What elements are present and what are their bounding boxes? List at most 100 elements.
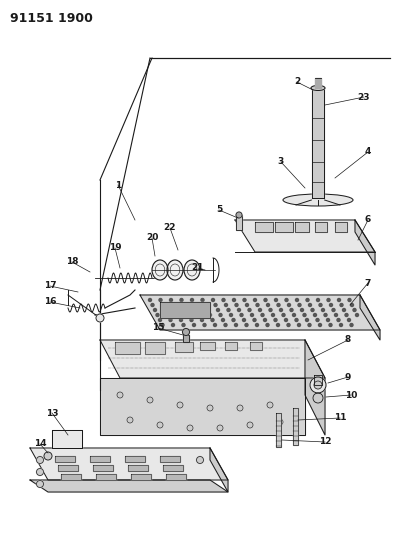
Circle shape — [187, 425, 193, 431]
Text: 9: 9 — [345, 373, 351, 382]
Circle shape — [332, 309, 335, 311]
Circle shape — [209, 313, 211, 317]
Circle shape — [306, 298, 309, 302]
Circle shape — [117, 392, 123, 398]
Circle shape — [169, 298, 173, 302]
Ellipse shape — [184, 260, 200, 280]
Circle shape — [127, 417, 133, 423]
Circle shape — [295, 298, 299, 302]
Circle shape — [287, 303, 291, 306]
Circle shape — [295, 319, 298, 321]
Circle shape — [161, 324, 164, 327]
Polygon shape — [160, 456, 180, 462]
Text: 3: 3 — [278, 157, 284, 166]
Circle shape — [196, 456, 204, 464]
Circle shape — [235, 303, 238, 306]
Polygon shape — [93, 465, 113, 471]
Polygon shape — [235, 220, 375, 252]
Circle shape — [314, 381, 322, 389]
Circle shape — [348, 319, 350, 321]
Text: 4: 4 — [365, 148, 371, 157]
Polygon shape — [175, 342, 193, 352]
Circle shape — [190, 319, 193, 321]
Circle shape — [201, 298, 204, 302]
Polygon shape — [30, 448, 228, 480]
Ellipse shape — [167, 260, 183, 280]
Ellipse shape — [283, 194, 353, 206]
Circle shape — [198, 313, 201, 317]
Circle shape — [301, 309, 303, 311]
Text: 22: 22 — [164, 223, 176, 232]
Circle shape — [206, 309, 209, 311]
Polygon shape — [314, 375, 322, 385]
Circle shape — [177, 402, 183, 408]
Circle shape — [350, 324, 353, 327]
Text: 15: 15 — [152, 324, 164, 333]
Circle shape — [350, 303, 354, 306]
Polygon shape — [335, 222, 347, 232]
Circle shape — [319, 303, 322, 306]
Circle shape — [337, 319, 340, 321]
Circle shape — [213, 324, 217, 327]
Polygon shape — [293, 408, 297, 445]
Polygon shape — [183, 335, 189, 342]
Circle shape — [237, 405, 243, 411]
Circle shape — [166, 313, 169, 317]
Polygon shape — [255, 222, 273, 232]
Polygon shape — [295, 222, 309, 232]
Circle shape — [277, 303, 280, 306]
Circle shape — [298, 303, 301, 306]
Circle shape — [171, 324, 175, 327]
Circle shape — [182, 324, 185, 327]
Circle shape — [263, 319, 267, 321]
Circle shape — [36, 481, 44, 488]
Polygon shape — [128, 465, 148, 471]
Circle shape — [251, 313, 253, 317]
Text: 7: 7 — [365, 279, 371, 287]
Circle shape — [221, 319, 225, 321]
Circle shape — [236, 212, 242, 218]
Polygon shape — [276, 413, 280, 447]
Circle shape — [343, 309, 345, 311]
Circle shape — [151, 303, 154, 306]
Circle shape — [287, 324, 290, 327]
Polygon shape — [160, 302, 210, 318]
Circle shape — [282, 313, 285, 317]
Circle shape — [337, 298, 341, 302]
Polygon shape — [115, 342, 140, 354]
Polygon shape — [236, 215, 242, 230]
Polygon shape — [315, 78, 321, 88]
Circle shape — [329, 303, 333, 306]
Circle shape — [162, 303, 164, 306]
Circle shape — [154, 309, 156, 311]
Text: 91151 1900: 91151 1900 — [10, 12, 93, 25]
Circle shape — [290, 309, 293, 311]
Text: 23: 23 — [358, 93, 370, 101]
Circle shape — [96, 314, 104, 322]
Circle shape — [329, 324, 332, 327]
Circle shape — [242, 319, 246, 321]
Circle shape — [293, 313, 295, 317]
Circle shape — [267, 303, 270, 306]
Circle shape — [222, 298, 225, 302]
Circle shape — [192, 324, 196, 327]
Circle shape — [214, 303, 217, 306]
Polygon shape — [250, 342, 262, 350]
Circle shape — [225, 303, 227, 306]
Circle shape — [253, 298, 257, 302]
Circle shape — [183, 328, 190, 335]
Circle shape — [203, 324, 206, 327]
Polygon shape — [355, 220, 375, 265]
Circle shape — [200, 319, 204, 321]
Polygon shape — [90, 456, 110, 462]
Circle shape — [311, 309, 314, 311]
Text: 18: 18 — [66, 257, 78, 266]
Polygon shape — [61, 474, 81, 480]
Polygon shape — [125, 456, 145, 462]
Text: 21: 21 — [192, 263, 204, 272]
Text: 12: 12 — [319, 438, 331, 447]
Circle shape — [303, 313, 306, 317]
Circle shape — [157, 422, 163, 428]
Circle shape — [345, 313, 348, 317]
Circle shape — [280, 309, 282, 311]
